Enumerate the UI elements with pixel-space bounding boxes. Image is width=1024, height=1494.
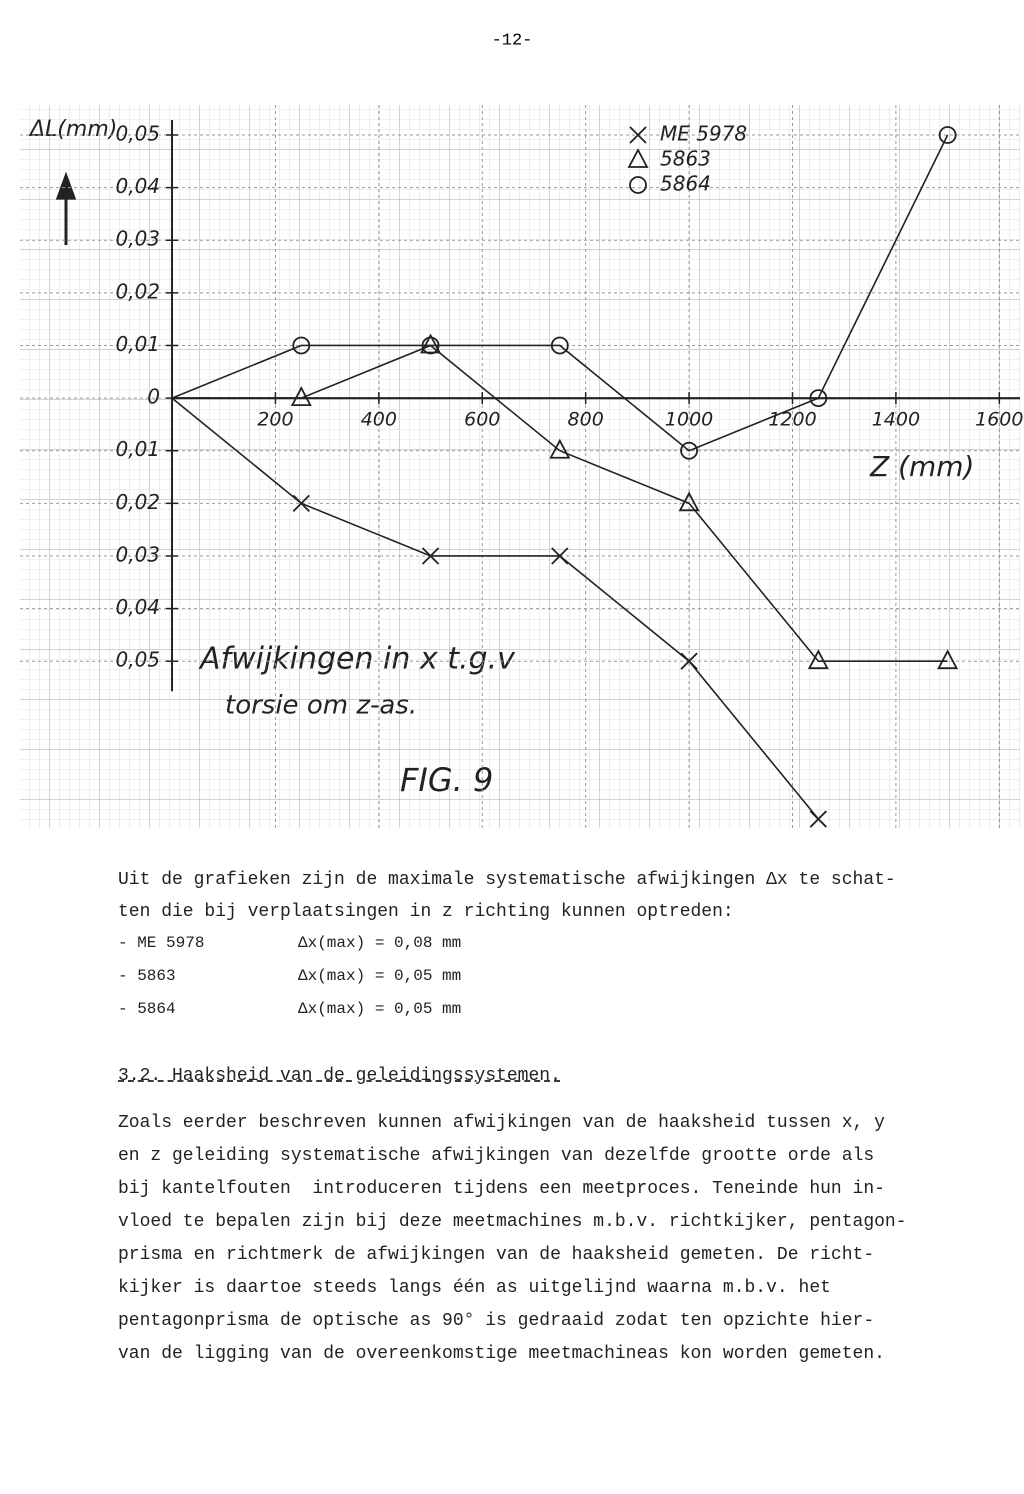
text-line: Uit de grafieken zijn de maximale system…: [118, 870, 896, 890]
figure-label: FIG. 9: [400, 761, 493, 799]
x-tick-label: 1200: [768, 409, 816, 431]
legend-label: 5863: [660, 147, 711, 171]
list-value: Δx(max) = 0,08 mm: [298, 934, 462, 952]
page-number: -12-: [492, 31, 533, 50]
y-tick-label: 0,03: [115, 227, 160, 251]
point: [680, 652, 698, 670]
point: [807, 649, 829, 670]
text-line: kijker is daartoe steeds langs één as ui…: [118, 1278, 831, 1298]
annotation: Afwijkingen in x t.g.v: [198, 642, 516, 677]
text-line: vloed te bepalen zijn bij deze meetmachi…: [118, 1212, 907, 1232]
legend-marker: [629, 126, 647, 144]
point: [549, 438, 571, 459]
point: [421, 547, 440, 565]
section-heading: 3.2. Haaksheid van de geleidingssystemen…: [118, 1066, 561, 1086]
text-line: prisma en richtmerk de afwijkingen van d…: [118, 1245, 875, 1265]
point: [290, 386, 312, 406]
point: [680, 441, 698, 460]
y-tick-label: 0,05: [115, 648, 160, 672]
y-tick-label: 0,02: [115, 490, 160, 514]
annotation: torsie om z-as.: [225, 691, 417, 721]
list-value: Δx(max) = 0,05 mm: [298, 967, 462, 985]
y-tick-label: 0,01: [115, 437, 160, 461]
text-line: Zoals eerder beschreven kunnen afwijking…: [118, 1113, 885, 1133]
list-name: - 5864: [118, 1000, 176, 1018]
text-line: van de ligging van de overeenkomstige me…: [118, 1344, 885, 1364]
text-line: en z geleiding systematische afwijkingen…: [118, 1146, 875, 1166]
point: [551, 547, 569, 565]
point: [938, 126, 957, 144]
point: [937, 649, 959, 670]
point: [550, 336, 569, 355]
point: [292, 336, 311, 355]
x-axis-label: Z (mm): [869, 450, 974, 483]
y-axis-label: ΔL(mm): [28, 117, 117, 142]
x-tick-label: 600: [464, 409, 500, 431]
series-line: [171, 397, 819, 820]
x-tick-label: 800: [568, 409, 604, 431]
series-line: [171, 134, 949, 452]
y-tick-label: 0,02: [115, 279, 160, 303]
point: [809, 389, 828, 407]
legend-label: 5864: [660, 172, 711, 196]
x-tick-label: 1600: [975, 409, 1023, 431]
y-tick-label: 0,04: [115, 174, 160, 198]
y-tick-label: 0: [147, 385, 160, 409]
point: [421, 336, 440, 355]
point: [678, 491, 700, 512]
point: [809, 810, 827, 828]
y-tick-label: 0,01: [115, 332, 160, 356]
series-line: [172, 344, 948, 662]
text-line: pentagonprisma de optische as 90° is ged…: [118, 1311, 875, 1331]
x-tick-label: 200: [257, 409, 293, 431]
legend-marker: [629, 176, 647, 194]
legend-marker: [627, 148, 649, 168]
x-tick-label: 400: [361, 409, 397, 431]
list-name: - 5863: [118, 967, 176, 985]
chart: -12- ΔL(mm) Z (mm) Afwijkingen in x t.g.…: [20, 31, 1023, 828]
text-line: ten die bij verplaatsingen in z richting…: [118, 902, 734, 922]
x-tick-label: 1400: [872, 409, 920, 431]
list-name: - ME 5978: [118, 934, 205, 952]
legend-label: ME 5978: [660, 122, 747, 146]
y-tick-label: 0,03: [115, 542, 160, 566]
graph-paper: [20, 105, 1020, 828]
point: [292, 494, 310, 512]
y-tick-label: 0,05: [115, 121, 160, 145]
text-line: bij kantelfouten introduceren tijdens ee…: [118, 1179, 885, 1199]
y-arrow: [55, 171, 77, 245]
x-tick-label: 1000: [665, 409, 713, 431]
y-tick-label: 0,04: [115, 595, 160, 619]
point: [420, 333, 442, 354]
list-value: Δx(max) = 0,05 mm: [298, 1000, 462, 1018]
